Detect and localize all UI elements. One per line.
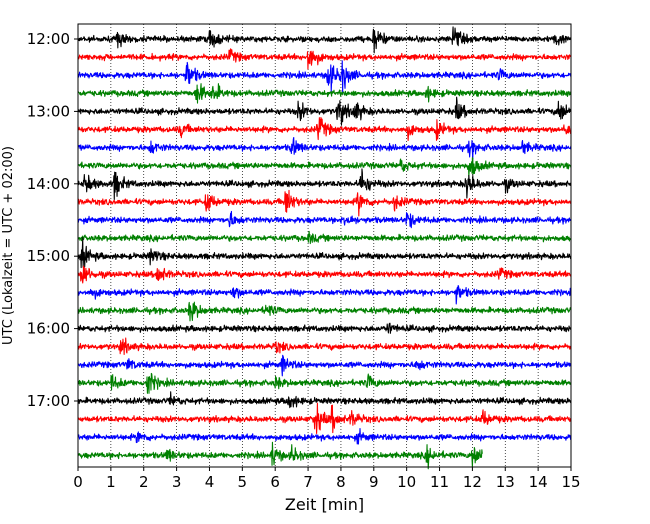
- trace-1345: [77, 157, 572, 177]
- y-axis: 12:00 13:00 14:00 15:00 16:00 17:00: [27, 30, 78, 410]
- trace-1530: [77, 284, 572, 305]
- y-tick-label: 12:00: [27, 30, 70, 48]
- trace-1745: [77, 441, 483, 470]
- x-tick-label: 12: [463, 473, 482, 491]
- trace-1630: [77, 354, 572, 377]
- trace-1700: [77, 391, 572, 409]
- axes-frame: [77, 23, 572, 468]
- trace-1245: [77, 83, 572, 104]
- trace-1330: [77, 136, 572, 160]
- trace-1200: [77, 26, 572, 54]
- x-tick-label: 1: [106, 473, 116, 491]
- x-tick-label: 5: [238, 473, 248, 491]
- trace-1730: [77, 428, 572, 445]
- x-axis: 0 1 2 3 4 5 6 7 8 9 10 11 12 13 14 15: [73, 467, 581, 491]
- x-tick-label: 13: [496, 473, 515, 491]
- x-tick-label: 14: [529, 473, 548, 491]
- trace-1615: [77, 337, 572, 356]
- x-tick-label: 0: [73, 473, 83, 491]
- x-tick-label: 6: [270, 473, 280, 491]
- trace-1445: [77, 230, 572, 245]
- trace-1315: [77, 117, 572, 142]
- trace-1600: [77, 322, 572, 334]
- trace-layer: [77, 26, 572, 470]
- trace-1415: [77, 189, 572, 217]
- trace-1400: [77, 168, 572, 200]
- x-axis-label: Zeit [min]: [285, 495, 364, 514]
- x-tick-label: 7: [303, 473, 313, 491]
- trace-1645: [77, 372, 572, 394]
- x-tick-label: 10: [397, 473, 416, 491]
- y-tick-label: 14:00: [27, 175, 70, 193]
- x-tick-label: 15: [561, 473, 580, 491]
- trace-1300: [77, 96, 572, 126]
- y-tick-label: 15:00: [27, 247, 70, 265]
- y-axis-label: UTC (Lokalzeit = UTC + 02:00): [1, 146, 16, 345]
- x-tick-label: 11: [430, 473, 449, 491]
- trace-1215: [77, 48, 572, 70]
- trace-1715: [77, 402, 572, 435]
- trace-1515: [77, 265, 572, 284]
- x-tick-label: 2: [139, 473, 149, 491]
- trace-1430: [77, 210, 572, 229]
- grid-layer: [110, 24, 539, 467]
- trace-1545: [77, 301, 572, 322]
- trace-1500: [77, 237, 572, 269]
- x-tick-label: 4: [205, 473, 215, 491]
- x-tick-label: 9: [369, 473, 379, 491]
- y-tick-label: 17:00: [27, 392, 70, 410]
- trace-1230: [77, 60, 572, 95]
- x-tick-label: 3: [172, 473, 182, 491]
- x-tick-label: 8: [336, 473, 346, 491]
- y-tick-label: 16:00: [27, 320, 70, 338]
- y-tick-label: 13:00: [27, 102, 70, 120]
